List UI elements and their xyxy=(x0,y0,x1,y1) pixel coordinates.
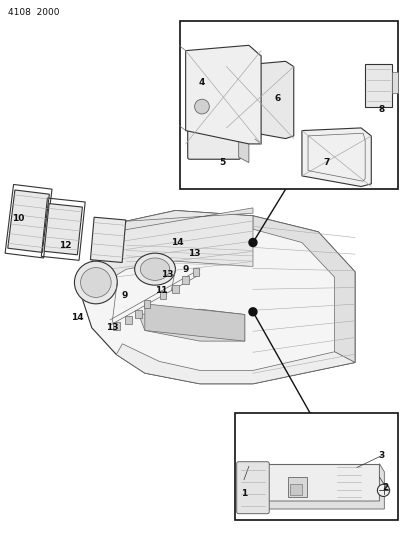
Polygon shape xyxy=(139,309,245,341)
Text: 7: 7 xyxy=(323,158,330,167)
Bar xyxy=(290,484,302,495)
Polygon shape xyxy=(186,45,261,144)
Text: 5: 5 xyxy=(219,158,226,167)
Polygon shape xyxy=(92,211,253,282)
Bar xyxy=(160,291,166,298)
Polygon shape xyxy=(8,190,49,253)
Text: 9: 9 xyxy=(182,265,189,273)
Polygon shape xyxy=(44,204,82,255)
Text: 13: 13 xyxy=(188,249,200,257)
Text: 8: 8 xyxy=(378,105,385,114)
Text: 11: 11 xyxy=(155,286,167,295)
Text: 14: 14 xyxy=(171,238,184,247)
Text: 14: 14 xyxy=(71,313,84,321)
Bar xyxy=(365,64,392,107)
Polygon shape xyxy=(302,128,371,187)
Text: 10: 10 xyxy=(12,214,24,223)
Circle shape xyxy=(195,99,209,114)
Bar xyxy=(125,316,132,324)
Polygon shape xyxy=(239,112,249,163)
Text: 3: 3 xyxy=(378,451,385,460)
FancyBboxPatch shape xyxy=(237,462,269,514)
Polygon shape xyxy=(80,211,355,384)
Circle shape xyxy=(377,484,390,496)
Ellipse shape xyxy=(135,253,175,285)
Text: 6: 6 xyxy=(274,94,281,103)
Circle shape xyxy=(249,308,257,316)
Text: 13: 13 xyxy=(161,270,173,279)
Bar xyxy=(235,413,398,520)
Polygon shape xyxy=(92,208,253,266)
Text: 1: 1 xyxy=(241,489,247,497)
Polygon shape xyxy=(145,304,245,341)
Bar xyxy=(193,268,199,276)
Ellipse shape xyxy=(140,258,170,280)
Bar xyxy=(180,21,398,189)
Bar xyxy=(135,310,142,318)
Text: 4108  2000: 4108 2000 xyxy=(8,8,60,17)
Bar xyxy=(251,464,379,501)
Polygon shape xyxy=(253,216,355,362)
FancyBboxPatch shape xyxy=(188,110,241,159)
Bar xyxy=(172,286,179,293)
Text: 2: 2 xyxy=(382,483,389,492)
Text: 4: 4 xyxy=(199,78,205,87)
Polygon shape xyxy=(251,464,384,509)
Text: 9: 9 xyxy=(121,292,128,300)
Text: 13: 13 xyxy=(106,324,118,332)
Bar xyxy=(288,477,307,497)
Text: 12: 12 xyxy=(59,241,71,249)
Bar xyxy=(182,276,189,284)
Ellipse shape xyxy=(80,268,111,297)
Bar xyxy=(113,322,120,330)
Polygon shape xyxy=(91,217,126,262)
Bar xyxy=(392,72,398,93)
Circle shape xyxy=(249,238,257,247)
Bar xyxy=(144,300,150,308)
Ellipse shape xyxy=(74,261,118,304)
Polygon shape xyxy=(116,344,355,384)
Polygon shape xyxy=(226,61,294,139)
